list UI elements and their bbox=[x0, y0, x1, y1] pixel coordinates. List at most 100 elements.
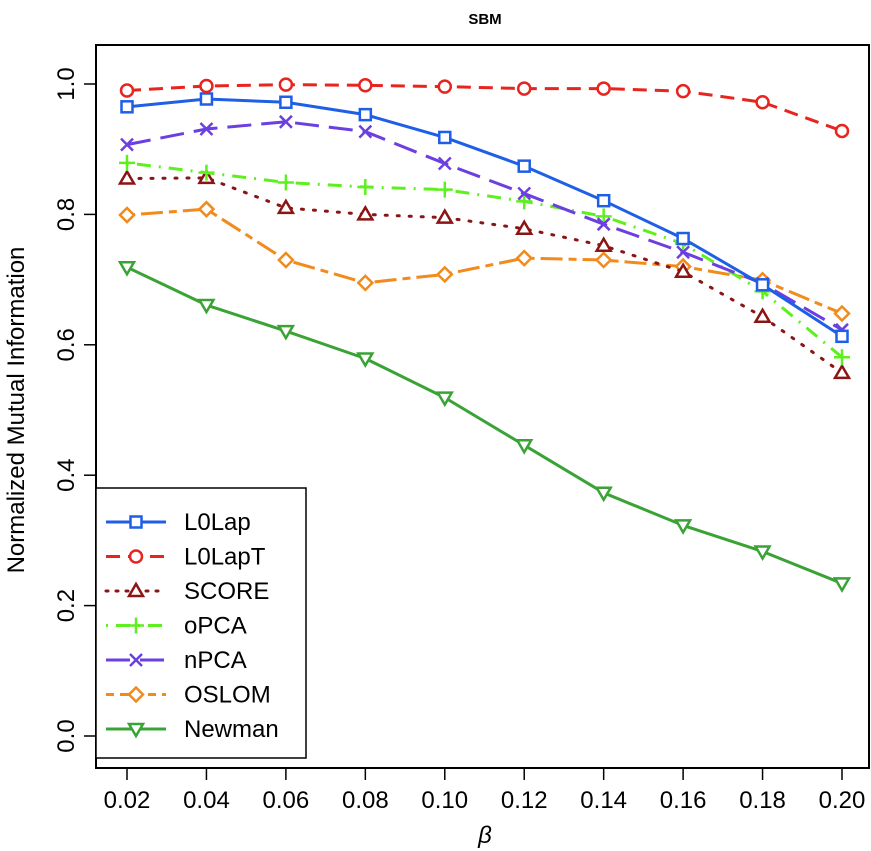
data-point-l0lapt bbox=[755, 95, 770, 110]
series-l0lap bbox=[120, 92, 849, 344]
data-point-npca bbox=[358, 124, 373, 139]
data-point-l0lapt bbox=[358, 78, 373, 93]
legend-label: L0LapT bbox=[184, 544, 266, 571]
data-point-score bbox=[356, 204, 375, 221]
series-line-score bbox=[125, 176, 844, 375]
legend-item-score: SCORE bbox=[104, 578, 269, 605]
legend-item-opca: oPCA bbox=[106, 613, 247, 640]
data-point-newman bbox=[356, 352, 375, 368]
data-point-l0lap bbox=[676, 231, 690, 246]
x-tick-label: 0.18 bbox=[739, 787, 786, 814]
data-point-oslom bbox=[197, 200, 216, 218]
data-point-oslom bbox=[436, 265, 454, 284]
x-axis: 0.02 0.04 0.06 0.08 0.10 0.12 0.14 0.16 0.18 0.20 bbox=[104, 768, 866, 814]
data-point-newman bbox=[673, 519, 693, 535]
legend-label: nPCA bbox=[184, 647, 247, 674]
series-opca bbox=[119, 154, 850, 366]
legend-item-npca: nPCA bbox=[106, 647, 247, 674]
legend-label: SCORE bbox=[184, 578, 269, 605]
data-point-opca bbox=[436, 181, 453, 198]
data-point-newman bbox=[435, 391, 454, 408]
data-point-newman bbox=[117, 260, 137, 277]
data-point-score bbox=[594, 236, 613, 252]
data-point-opca bbox=[198, 164, 215, 181]
legend-label: Newman bbox=[184, 716, 279, 743]
legend-marker bbox=[126, 722, 146, 739]
data-point-l0lapt bbox=[278, 77, 294, 92]
series-newman bbox=[117, 260, 852, 593]
series-line-npca bbox=[126, 120, 843, 332]
legend-label: OSLOM bbox=[184, 682, 271, 709]
legend-item-oslom: OSLOM bbox=[106, 682, 271, 709]
y-tick-label: 0.8 bbox=[53, 198, 80, 231]
series-score bbox=[117, 168, 852, 380]
x-tick-label: 0.14 bbox=[580, 787, 627, 814]
data-point-opca bbox=[119, 154, 135, 171]
data-point-l0lapt bbox=[516, 81, 532, 96]
legend-item-newman: Newman bbox=[106, 716, 279, 743]
data-point-opca bbox=[277, 174, 294, 191]
legend-label: L0Lap bbox=[184, 509, 251, 536]
chart-title: SBM bbox=[468, 11, 501, 28]
data-point-oslom bbox=[515, 249, 533, 267]
data-point-newman bbox=[276, 324, 296, 341]
data-point-oslom bbox=[594, 251, 613, 269]
data-point-newman bbox=[832, 577, 852, 593]
legend-marker bbox=[129, 653, 143, 667]
data-point-newman bbox=[753, 545, 772, 561]
data-point-score bbox=[673, 262, 693, 279]
data-point-npca bbox=[120, 137, 134, 152]
data-point-l0lap bbox=[517, 159, 531, 173]
legend-item-l0lapt: L0LapT bbox=[106, 544, 266, 571]
legend-label: oPCA bbox=[184, 613, 247, 640]
data-point-opca bbox=[357, 179, 374, 196]
data-point-l0lapt bbox=[437, 79, 453, 94]
legend-marker bbox=[126, 581, 146, 598]
x-tick-label: 0.20 bbox=[819, 787, 866, 814]
y-tick-label: 0.0 bbox=[53, 719, 80, 752]
data-point-score bbox=[276, 198, 296, 215]
x-tick-label: 0.16 bbox=[660, 787, 707, 814]
data-point-l0lap bbox=[438, 130, 452, 145]
y-axis: 0.0 0.2 0.4 0.6 0.8 1.0 bbox=[53, 67, 97, 753]
series-line-oslom bbox=[126, 207, 843, 315]
data-point-newman bbox=[197, 298, 216, 315]
legend: L0Lap L0LapT SCORE oPCA nPCA OSLOM Newman bbox=[95, 487, 307, 759]
series-line-newman bbox=[126, 265, 843, 585]
x-tick-label: 0.02 bbox=[104, 787, 151, 814]
legend-box bbox=[95, 487, 307, 759]
data-point-opca bbox=[834, 349, 850, 366]
data-point-score bbox=[117, 169, 137, 185]
data-point-l0lap bbox=[358, 107, 373, 122]
x-axis-label: β bbox=[477, 822, 492, 849]
data-point-l0lapt bbox=[596, 81, 611, 96]
series-oslom bbox=[118, 200, 851, 323]
data-point-l0lapt bbox=[199, 78, 214, 94]
data-point-score bbox=[515, 219, 534, 235]
data-point-l0lap bbox=[120, 100, 134, 114]
data-point-newman bbox=[594, 486, 613, 503]
data-point-npca bbox=[676, 245, 690, 260]
data-point-npca bbox=[437, 156, 452, 171]
series-l0lapt bbox=[119, 77, 850, 139]
data-point-oslom bbox=[356, 274, 375, 292]
series-layer bbox=[117, 77, 852, 593]
legend-marker bbox=[128, 549, 144, 564]
x-tick-label: 0.06 bbox=[263, 787, 310, 814]
data-point-oslom bbox=[118, 206, 136, 224]
data-point-l0lap bbox=[279, 95, 293, 110]
data-point-npca bbox=[596, 217, 611, 232]
legend-marker bbox=[128, 617, 144, 634]
data-point-score bbox=[753, 307, 772, 324]
data-point-npca bbox=[517, 186, 532, 201]
data-point-l0lap bbox=[596, 193, 611, 208]
data-point-oslom bbox=[833, 304, 851, 323]
data-point-oslom bbox=[277, 251, 295, 269]
data-point-npca bbox=[199, 122, 214, 136]
y-axis-label: Normalized Mutual Information bbox=[3, 247, 30, 574]
data-point-l0lapt bbox=[119, 83, 135, 98]
data-point-l0lapt bbox=[834, 123, 850, 139]
x-tick-label: 0.08 bbox=[342, 787, 389, 814]
data-point-score bbox=[435, 208, 454, 224]
